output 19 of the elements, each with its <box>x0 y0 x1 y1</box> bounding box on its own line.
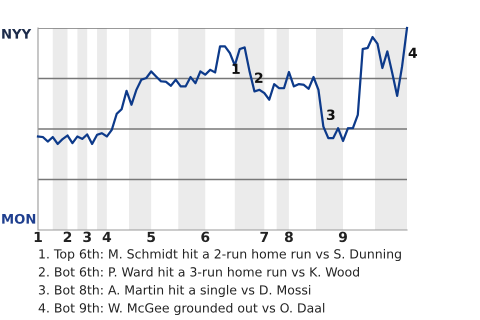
annotation: 2 <box>255 72 262 83</box>
text: 1. Top 6th: M. Schmidt hit a 2-run home run vs S. Dunning <box>39 248 401 262</box>
text: NYY <box>2 29 32 39</box>
x-tick-label: 1 <box>34 232 42 242</box>
text: MON <box>2 214 36 224</box>
x-tick-label: 2 <box>64 232 72 242</box>
x-tick-label: 8 <box>284 232 293 242</box>
text: 2. Bot 6th: P. Ward hit a 3-run home run vs K. Wood <box>38 266 359 277</box>
x-tick-label: 7 <box>260 232 268 242</box>
annotation: 3 <box>326 110 335 120</box>
annotation: 1 <box>232 64 240 74</box>
x-tick-label: 5 <box>147 232 156 242</box>
text: 4. Bot 9th: W. McGee grounded out vs O. Daal <box>38 302 324 316</box>
text: 4 <box>408 48 418 58</box>
x-tick-label: 9 <box>338 232 347 242</box>
x-tick-label: 3 <box>83 232 91 242</box>
text: 3. Bot 8th: A. Martin hit a single vs D. Mossi <box>38 284 310 298</box>
x-tick-label: 6 <box>201 232 210 242</box>
x-tick-label: 4 <box>102 232 112 242</box>
